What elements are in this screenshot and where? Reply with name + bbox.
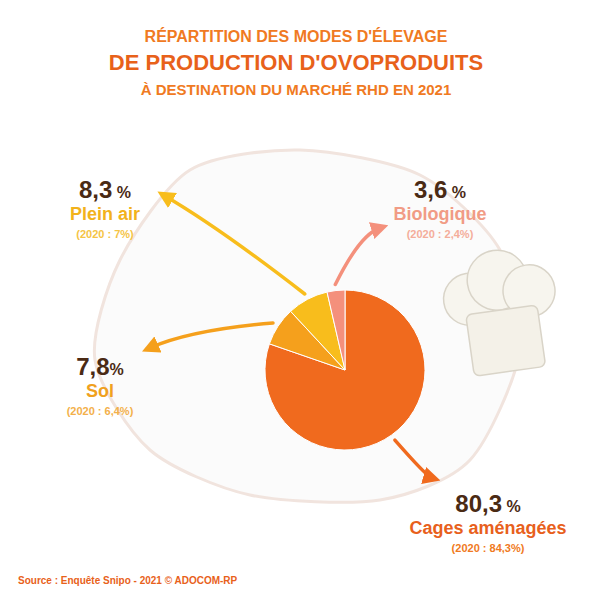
arrow (335, 228, 380, 285)
value-label: 3,6 % (414, 176, 466, 203)
category-label: Sol (86, 381, 114, 401)
category-label: Plein air (70, 204, 140, 224)
background (0, 0, 592, 594)
title: À DESTINATION DU MARCHÉ RHD EN 2021 (141, 81, 452, 98)
category-label: Biologique (394, 204, 487, 224)
pie-slice (327, 290, 345, 370)
arrow (395, 440, 432, 478)
pie-slice (265, 290, 425, 450)
pie (265, 290, 425, 450)
title: RÉPARTITION DES MODES D'ÉLEVAGE (145, 27, 448, 45)
value-label: 80,3 % (455, 490, 520, 517)
value-label: 8,3 % (79, 176, 131, 203)
hat-band (466, 305, 546, 376)
annotation: (2020 : 84,3%) (452, 542, 525, 554)
arrow (165, 196, 305, 294)
annotation: (2020 : 2,4%) (407, 228, 474, 240)
annotation: (2020 : 6,4%) (67, 405, 134, 417)
egg-white (94, 150, 520, 502)
category-label: Cages aménagées (409, 518, 566, 538)
chef-hat (438, 243, 566, 379)
value-label: 7,8% (76, 353, 124, 380)
source: Source : Enquête Snipo - 2021 © ADOCOM-R… (18, 575, 238, 586)
chart: RÉPARTITION DES MODES D'ÉLEVAGE DE PRODUC… (0, 0, 592, 594)
arrow (150, 323, 273, 348)
annotation: (2020 : 7%) (76, 228, 134, 240)
title: DE PRODUCTION D'OVOPRODUITS (109, 50, 483, 75)
